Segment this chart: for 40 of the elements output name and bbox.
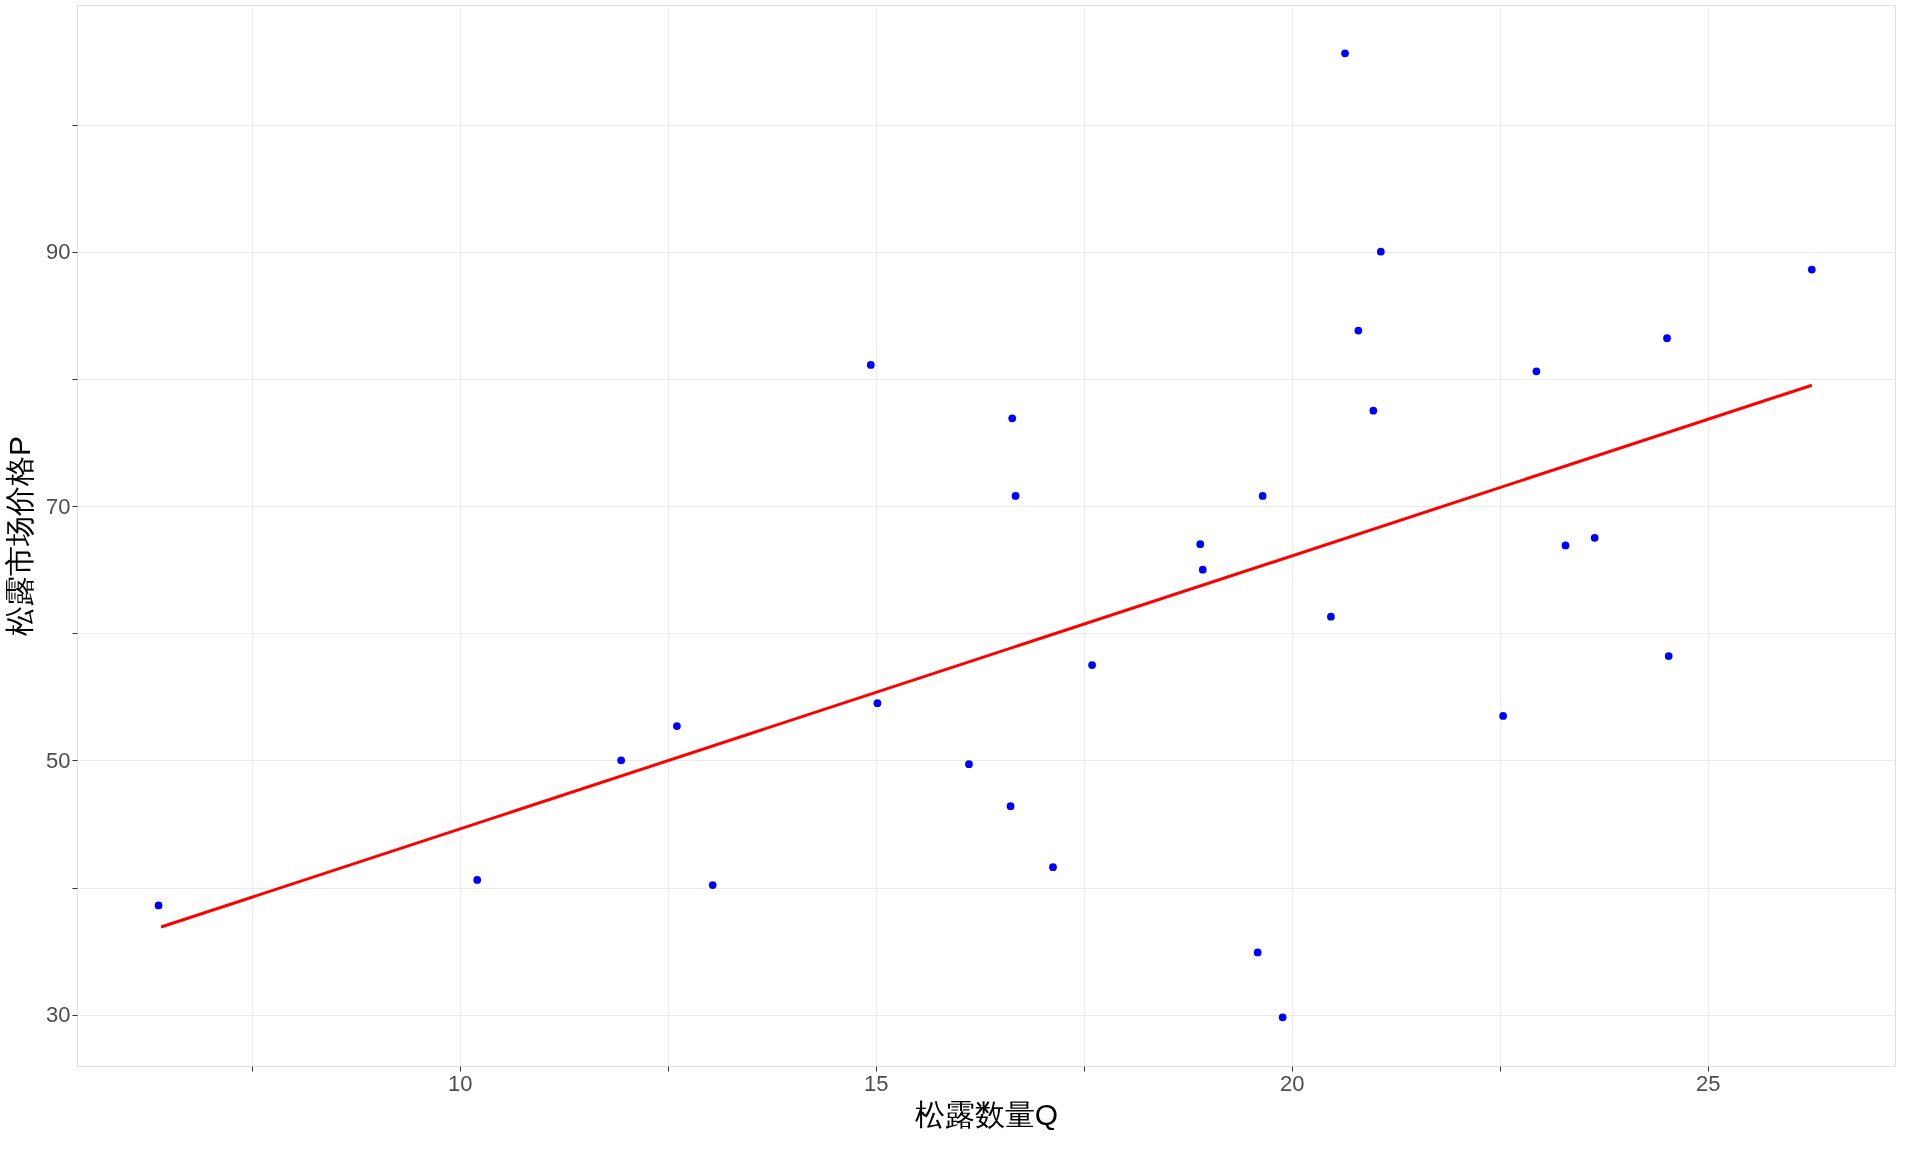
x-tick-label: 20 xyxy=(1280,1070,1305,1096)
point xyxy=(617,756,626,765)
point xyxy=(1011,492,1020,500)
point xyxy=(866,361,875,369)
point xyxy=(1253,948,1262,957)
point xyxy=(873,699,882,708)
point xyxy=(1278,1013,1287,1022)
point xyxy=(1499,712,1507,720)
point xyxy=(473,876,482,884)
point xyxy=(1341,49,1349,58)
point xyxy=(1008,414,1017,423)
point xyxy=(1369,406,1378,415)
x-axis-title: 松露数量Q xyxy=(914,1097,1059,1131)
point xyxy=(1376,247,1385,256)
point xyxy=(1006,802,1015,811)
point xyxy=(1807,265,1816,274)
point xyxy=(154,901,163,910)
point xyxy=(1664,652,1673,660)
x-tick-label: 10 xyxy=(447,1070,473,1096)
y-axis-title: 松露市场价格P xyxy=(3,435,37,637)
point xyxy=(1590,533,1599,542)
point xyxy=(708,881,717,889)
point xyxy=(673,722,681,730)
point xyxy=(965,760,973,769)
point xyxy=(1532,367,1541,376)
point xyxy=(1561,541,1570,550)
point xyxy=(1327,612,1335,621)
y-tick-label: 30 xyxy=(46,1002,71,1028)
y-tick-label: 70 xyxy=(46,493,71,519)
y-tick-label: 90 xyxy=(46,239,71,265)
x-tick-label: 25 xyxy=(1696,1070,1721,1096)
point xyxy=(1088,661,1096,669)
point xyxy=(1354,326,1363,335)
point xyxy=(1663,334,1671,343)
point xyxy=(1198,565,1207,574)
point xyxy=(1258,492,1267,500)
x-tick-label: 15 xyxy=(864,1070,889,1096)
point xyxy=(1196,540,1205,549)
point xyxy=(1049,863,1057,872)
y-tick-label: 50 xyxy=(46,747,71,773)
